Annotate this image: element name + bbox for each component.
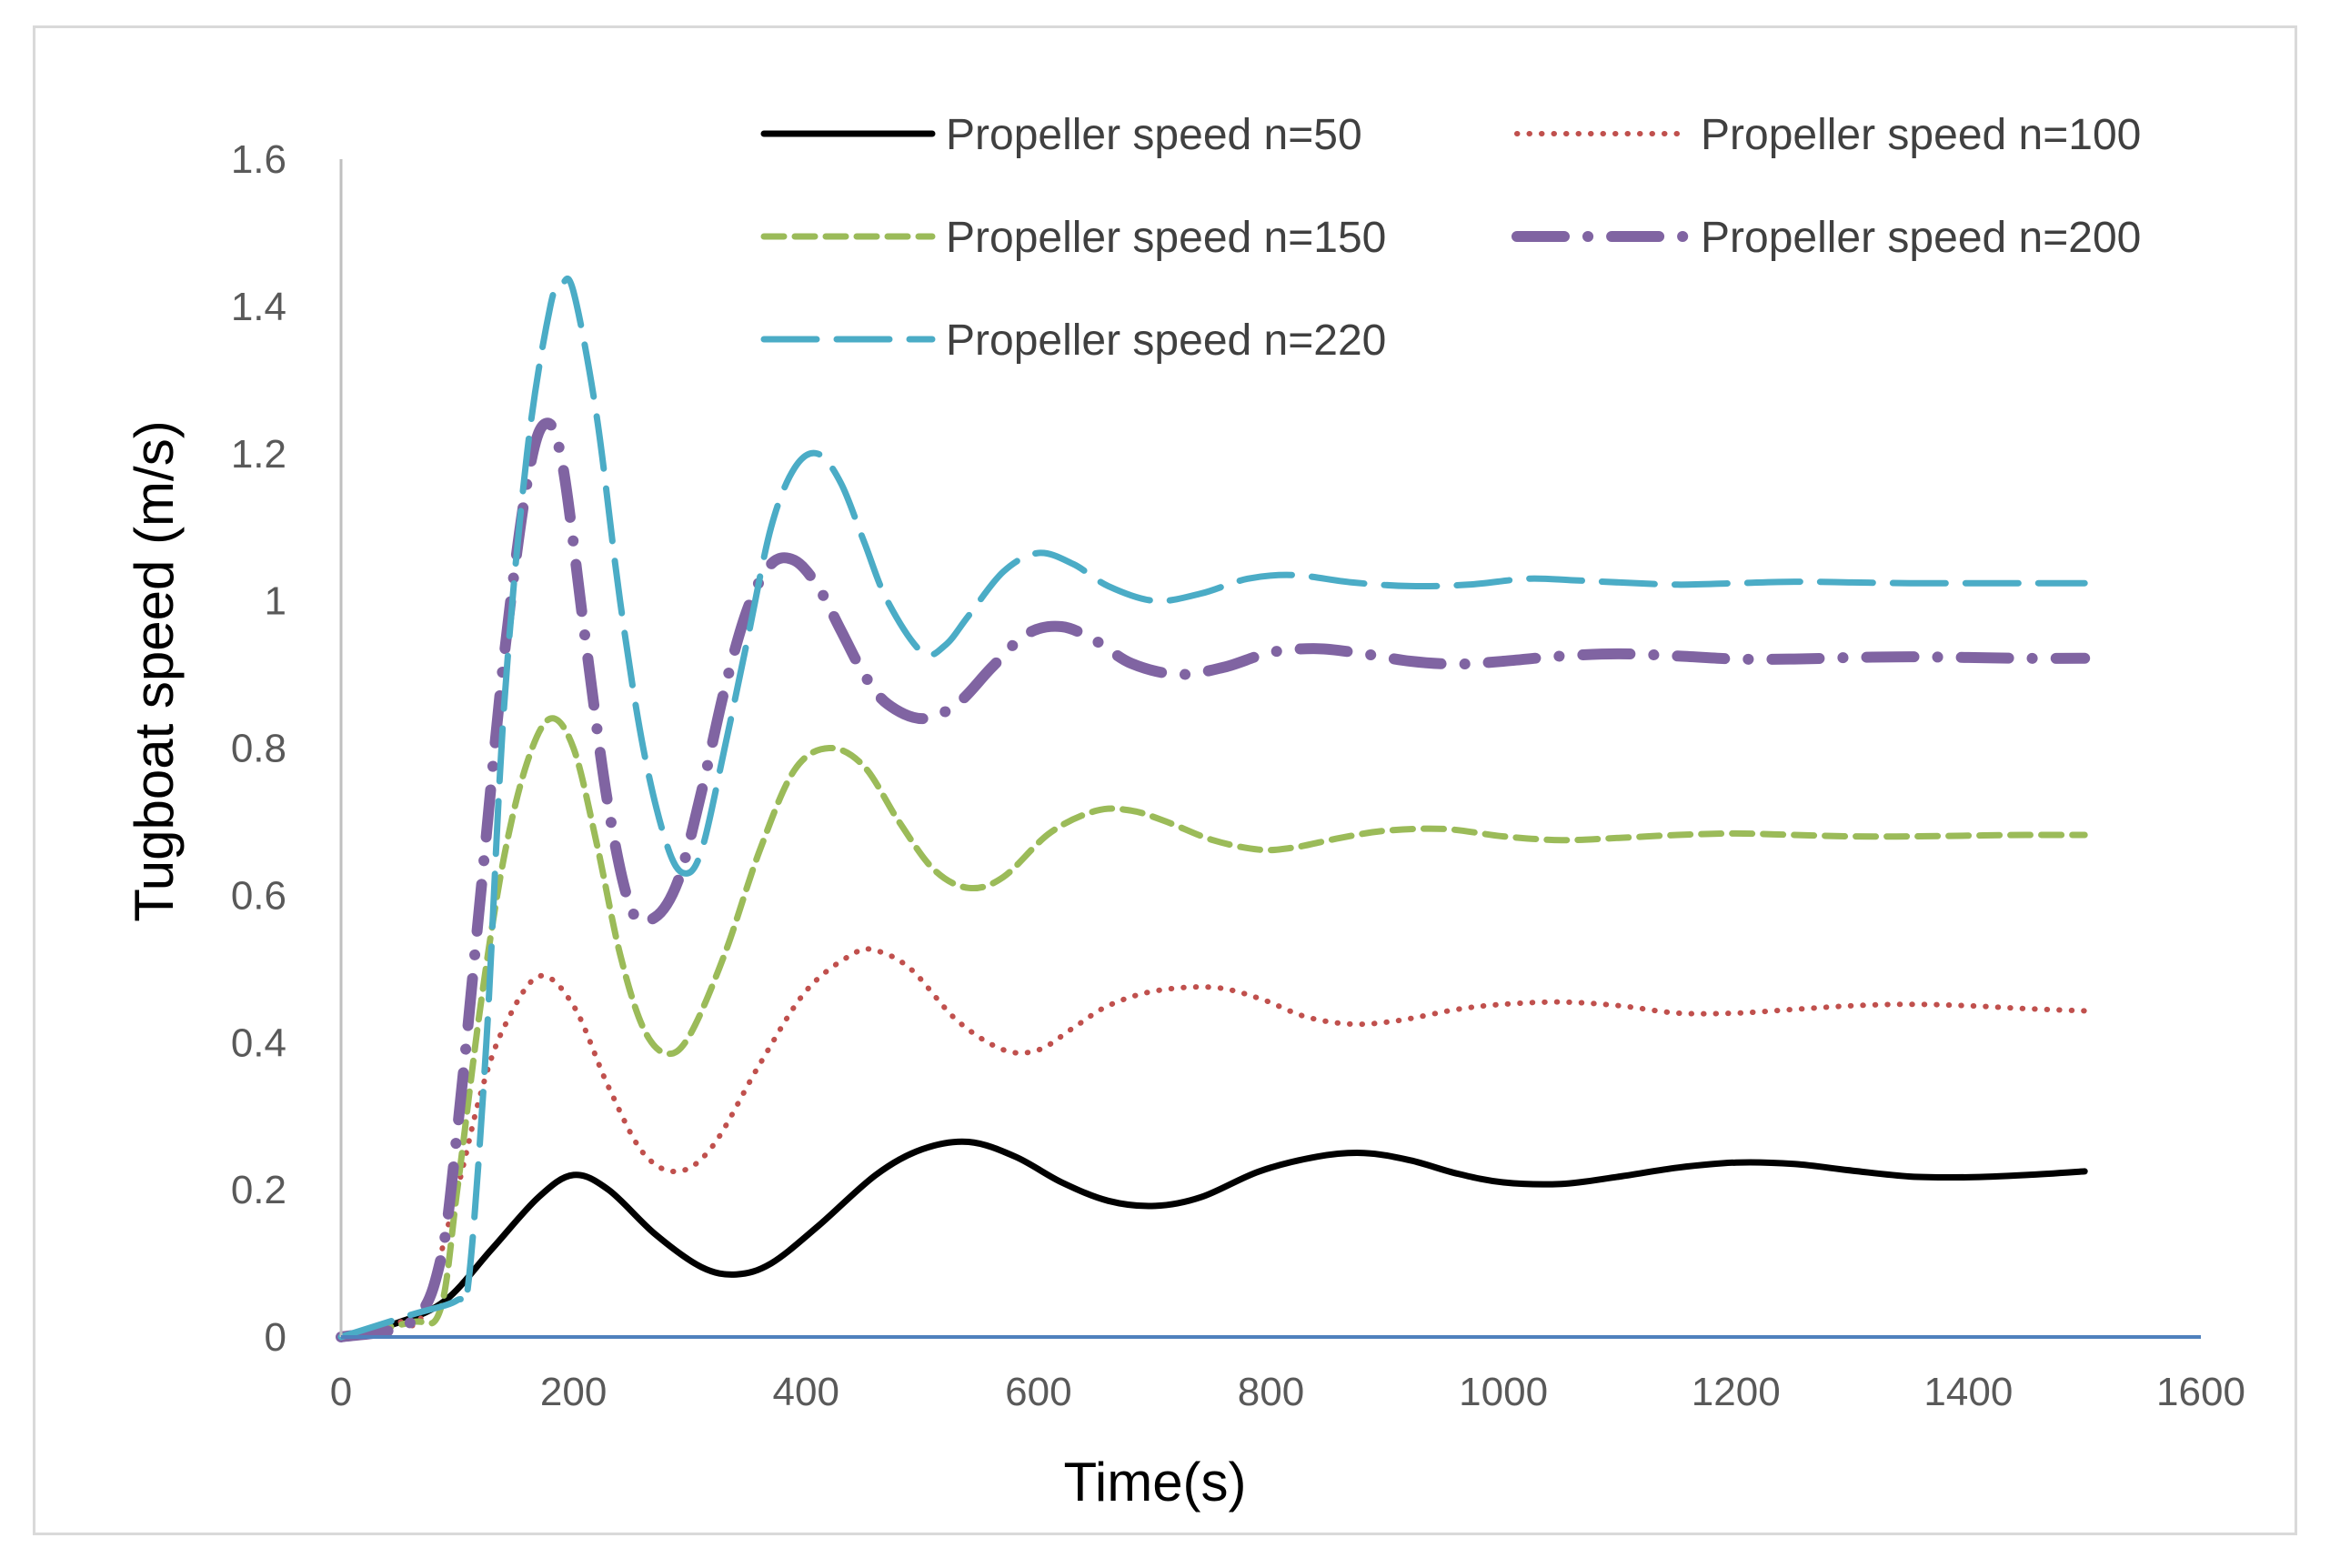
series-line-3 (337, 715, 2088, 1341)
legend-label-2: Propeller speed n=100 (1701, 111, 2141, 159)
y-tick-label: 1.2 (231, 432, 286, 477)
y-tick-label: 1.4 (231, 285, 286, 329)
legend-label-3: Propeller speed n=150 (946, 214, 1386, 262)
y-tick-label: 0.4 (231, 1020, 286, 1065)
series-line-2 (338, 946, 2088, 1340)
x-tick-label: 1600 (2156, 1370, 2245, 1414)
y-tick-label: 1.6 (231, 137, 286, 182)
y-tick-label: 0.2 (231, 1168, 286, 1212)
axes (339, 159, 2201, 1339)
y-tick-label: 0.6 (231, 873, 286, 918)
y-tick-label: 1 (265, 579, 286, 624)
x-tick-label: 400 (773, 1370, 839, 1414)
x-tick-label: 1200 (1692, 1370, 1781, 1414)
series-line-1 (337, 1138, 2088, 1341)
series-line-5 (337, 276, 2088, 1341)
legend-label-1: Propeller speed n=50 (946, 111, 1362, 159)
ticks: 0 200 400 600 800 1000 1200 1400 1600 0 0.2 0.4 0.6 0… (231, 137, 2245, 1414)
chart-frame (33, 25, 2297, 1535)
x-tick-label: 1400 (1923, 1370, 2013, 1414)
x-axis-title: Time(s) (1063, 1452, 1246, 1513)
x-tick-label: 800 (1238, 1370, 1304, 1414)
x-tick-label: 600 (1005, 1370, 1071, 1414)
x-tick-label: 200 (540, 1370, 607, 1414)
legend-label-4: Propeller speed n=200 (1701, 214, 2141, 262)
x-tick-label: 1000 (1459, 1370, 1548, 1414)
legend: Propeller speed n=50 Propeller speed n=10… (760, 111, 2141, 365)
series-line-4 (336, 417, 2091, 1342)
plot-lines (336, 276, 2091, 1342)
x-tick-label: 0 (330, 1370, 352, 1414)
y-tick-label: 0 (265, 1315, 286, 1360)
y-tick-label: 0.8 (231, 727, 286, 771)
legend-label-5: Propeller speed n=220 (946, 317, 1386, 365)
y-axis-title: Tugboat speed (m/s) (124, 420, 185, 921)
